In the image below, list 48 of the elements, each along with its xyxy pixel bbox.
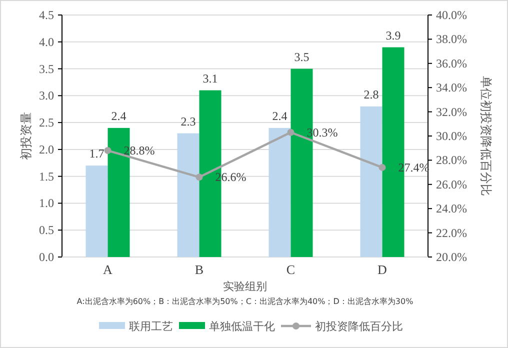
legend-label: 初投资降低百分比 [315, 320, 403, 333]
legend-label: 单独低温干化 [209, 320, 275, 333]
x-tick-label: A [103, 262, 114, 277]
y2-tick-label: 38.0% [436, 32, 467, 46]
y2-tick-label: 20.0% [436, 250, 467, 264]
data-label: 3.1 [202, 71, 218, 86]
data-label: 3.5 [294, 50, 310, 64]
y2-tick-label: 28.0% [436, 153, 467, 168]
text: A:出泥含水率为60%；B：出泥含水率为50%；C：出泥含水率为40%；D：出泥含水率为30% [76, 297, 414, 306]
y2-tick-label: 30.0% [436, 129, 467, 143]
text: 3.5 [39, 62, 54, 76]
bar [86, 166, 108, 257]
data-label: 2.4 [111, 108, 126, 123]
bar [268, 128, 291, 257]
text: 3.0 [39, 88, 54, 103]
text: 2.5 [39, 116, 54, 130]
text: 0.5 [39, 223, 54, 238]
y-axis-title: 初投资量 [19, 112, 33, 160]
data-label: 3.9 [386, 28, 401, 42]
text: 2.0 [39, 142, 54, 156]
data-label: 2.3 [180, 114, 196, 128]
data-label: 1.7 [89, 146, 104, 161]
text: 1.0 [39, 196, 54, 210]
text: 4.0 [39, 34, 54, 49]
point [196, 174, 203, 181]
y2-axis-title: 单位初投资降低百分比 [479, 76, 493, 196]
y2-tick-label: 32.0% [436, 104, 467, 119]
legend-label: 联用工艺 [129, 320, 173, 333]
y2-tick-label: 36.0% [436, 56, 467, 70]
text: 0.0 [39, 250, 54, 264]
y2-tick-label: 26.0% [436, 177, 467, 192]
text: 4.5 [39, 8, 54, 22]
y2-tick-label: 40.0% [436, 8, 467, 22]
x-axis-title: 实验组别 [223, 280, 267, 293]
y2-tick-label: 22.0% [436, 226, 467, 240]
point [378, 164, 386, 171]
bar [360, 106, 382, 257]
x-tick-label: C [286, 262, 296, 277]
point [104, 147, 112, 154]
bar [177, 133, 200, 257]
y2-tick-label: 34.0% [436, 80, 467, 95]
data-label: 2.4 [272, 108, 288, 123]
x-tick-label: D [378, 262, 387, 277]
data-label: 2.8 [364, 87, 379, 102]
y2-tick-label: 24.0% [436, 202, 467, 216]
text: 1.5 [39, 169, 54, 184]
x-tick-label: B [194, 262, 204, 277]
point [287, 128, 294, 136]
